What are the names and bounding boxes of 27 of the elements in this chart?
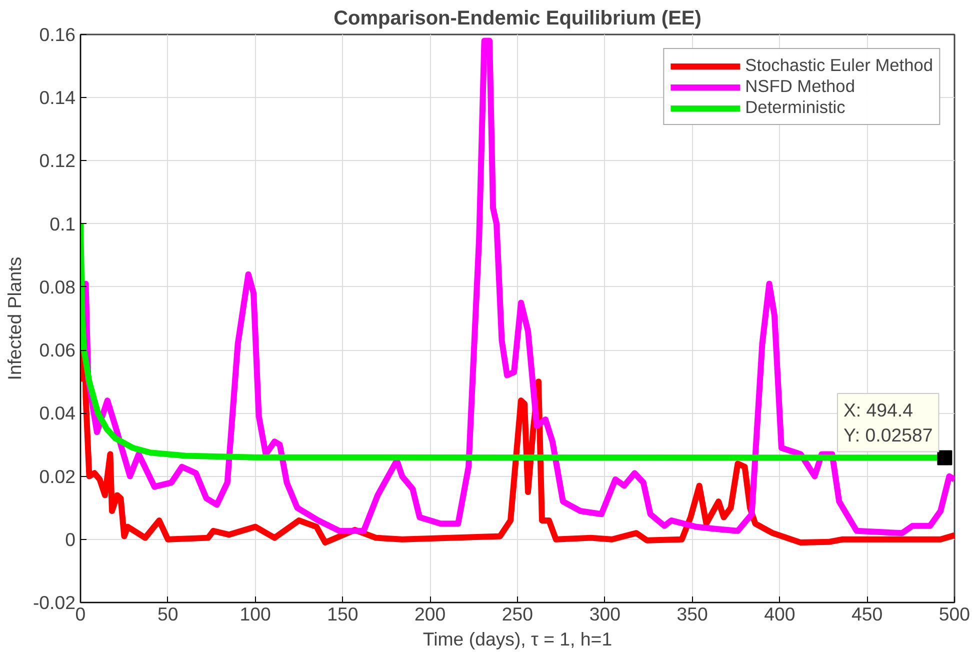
x-tick-label: 400 (764, 604, 796, 624)
y-axis-title: Infected Plants (4, 256, 25, 380)
y-tick-label: 0.14 (39, 87, 76, 108)
chart-title: Comparison-Endemic Equilibrium (EE) (334, 8, 702, 30)
legend-label: Deterministic (745, 97, 846, 118)
legend-label: Stochastic Euler Method (745, 55, 933, 76)
y-tick-label: 0.06 (39, 340, 76, 361)
annotation: X: 494.4 Y: 0.02587 (843, 400, 933, 446)
y-tick-label: 0 (65, 528, 76, 550)
legend-label: NSFD Method (745, 76, 855, 97)
y-tick-label: 0.16 (39, 24, 76, 45)
x-tick-label: 50 (158, 604, 178, 624)
y-tick-label: -0.02 (32, 592, 76, 613)
x-tick-label: 350 (676, 604, 708, 624)
y-tick-label: 0.12 (39, 150, 76, 172)
y-tick-label: 0.04 (39, 402, 76, 424)
x-tick-label: 300 (589, 604, 620, 624)
x-axis-title: Time (days), τ = 1, h=1 (422, 628, 612, 650)
x-tick-label: 150 (327, 604, 358, 624)
x-tick-label: 250 (502, 604, 534, 624)
x-tick-label: 200 (414, 604, 446, 624)
y-tick-label: 0.02 (39, 466, 76, 487)
x-tick-label: 500 (938, 604, 970, 624)
y-tick-label: 0.08 (39, 276, 76, 298)
x-tick-label: 450 (852, 604, 883, 624)
y-tick-label: 0.1 (50, 213, 76, 234)
x-tick-label: 100 (240, 604, 271, 624)
